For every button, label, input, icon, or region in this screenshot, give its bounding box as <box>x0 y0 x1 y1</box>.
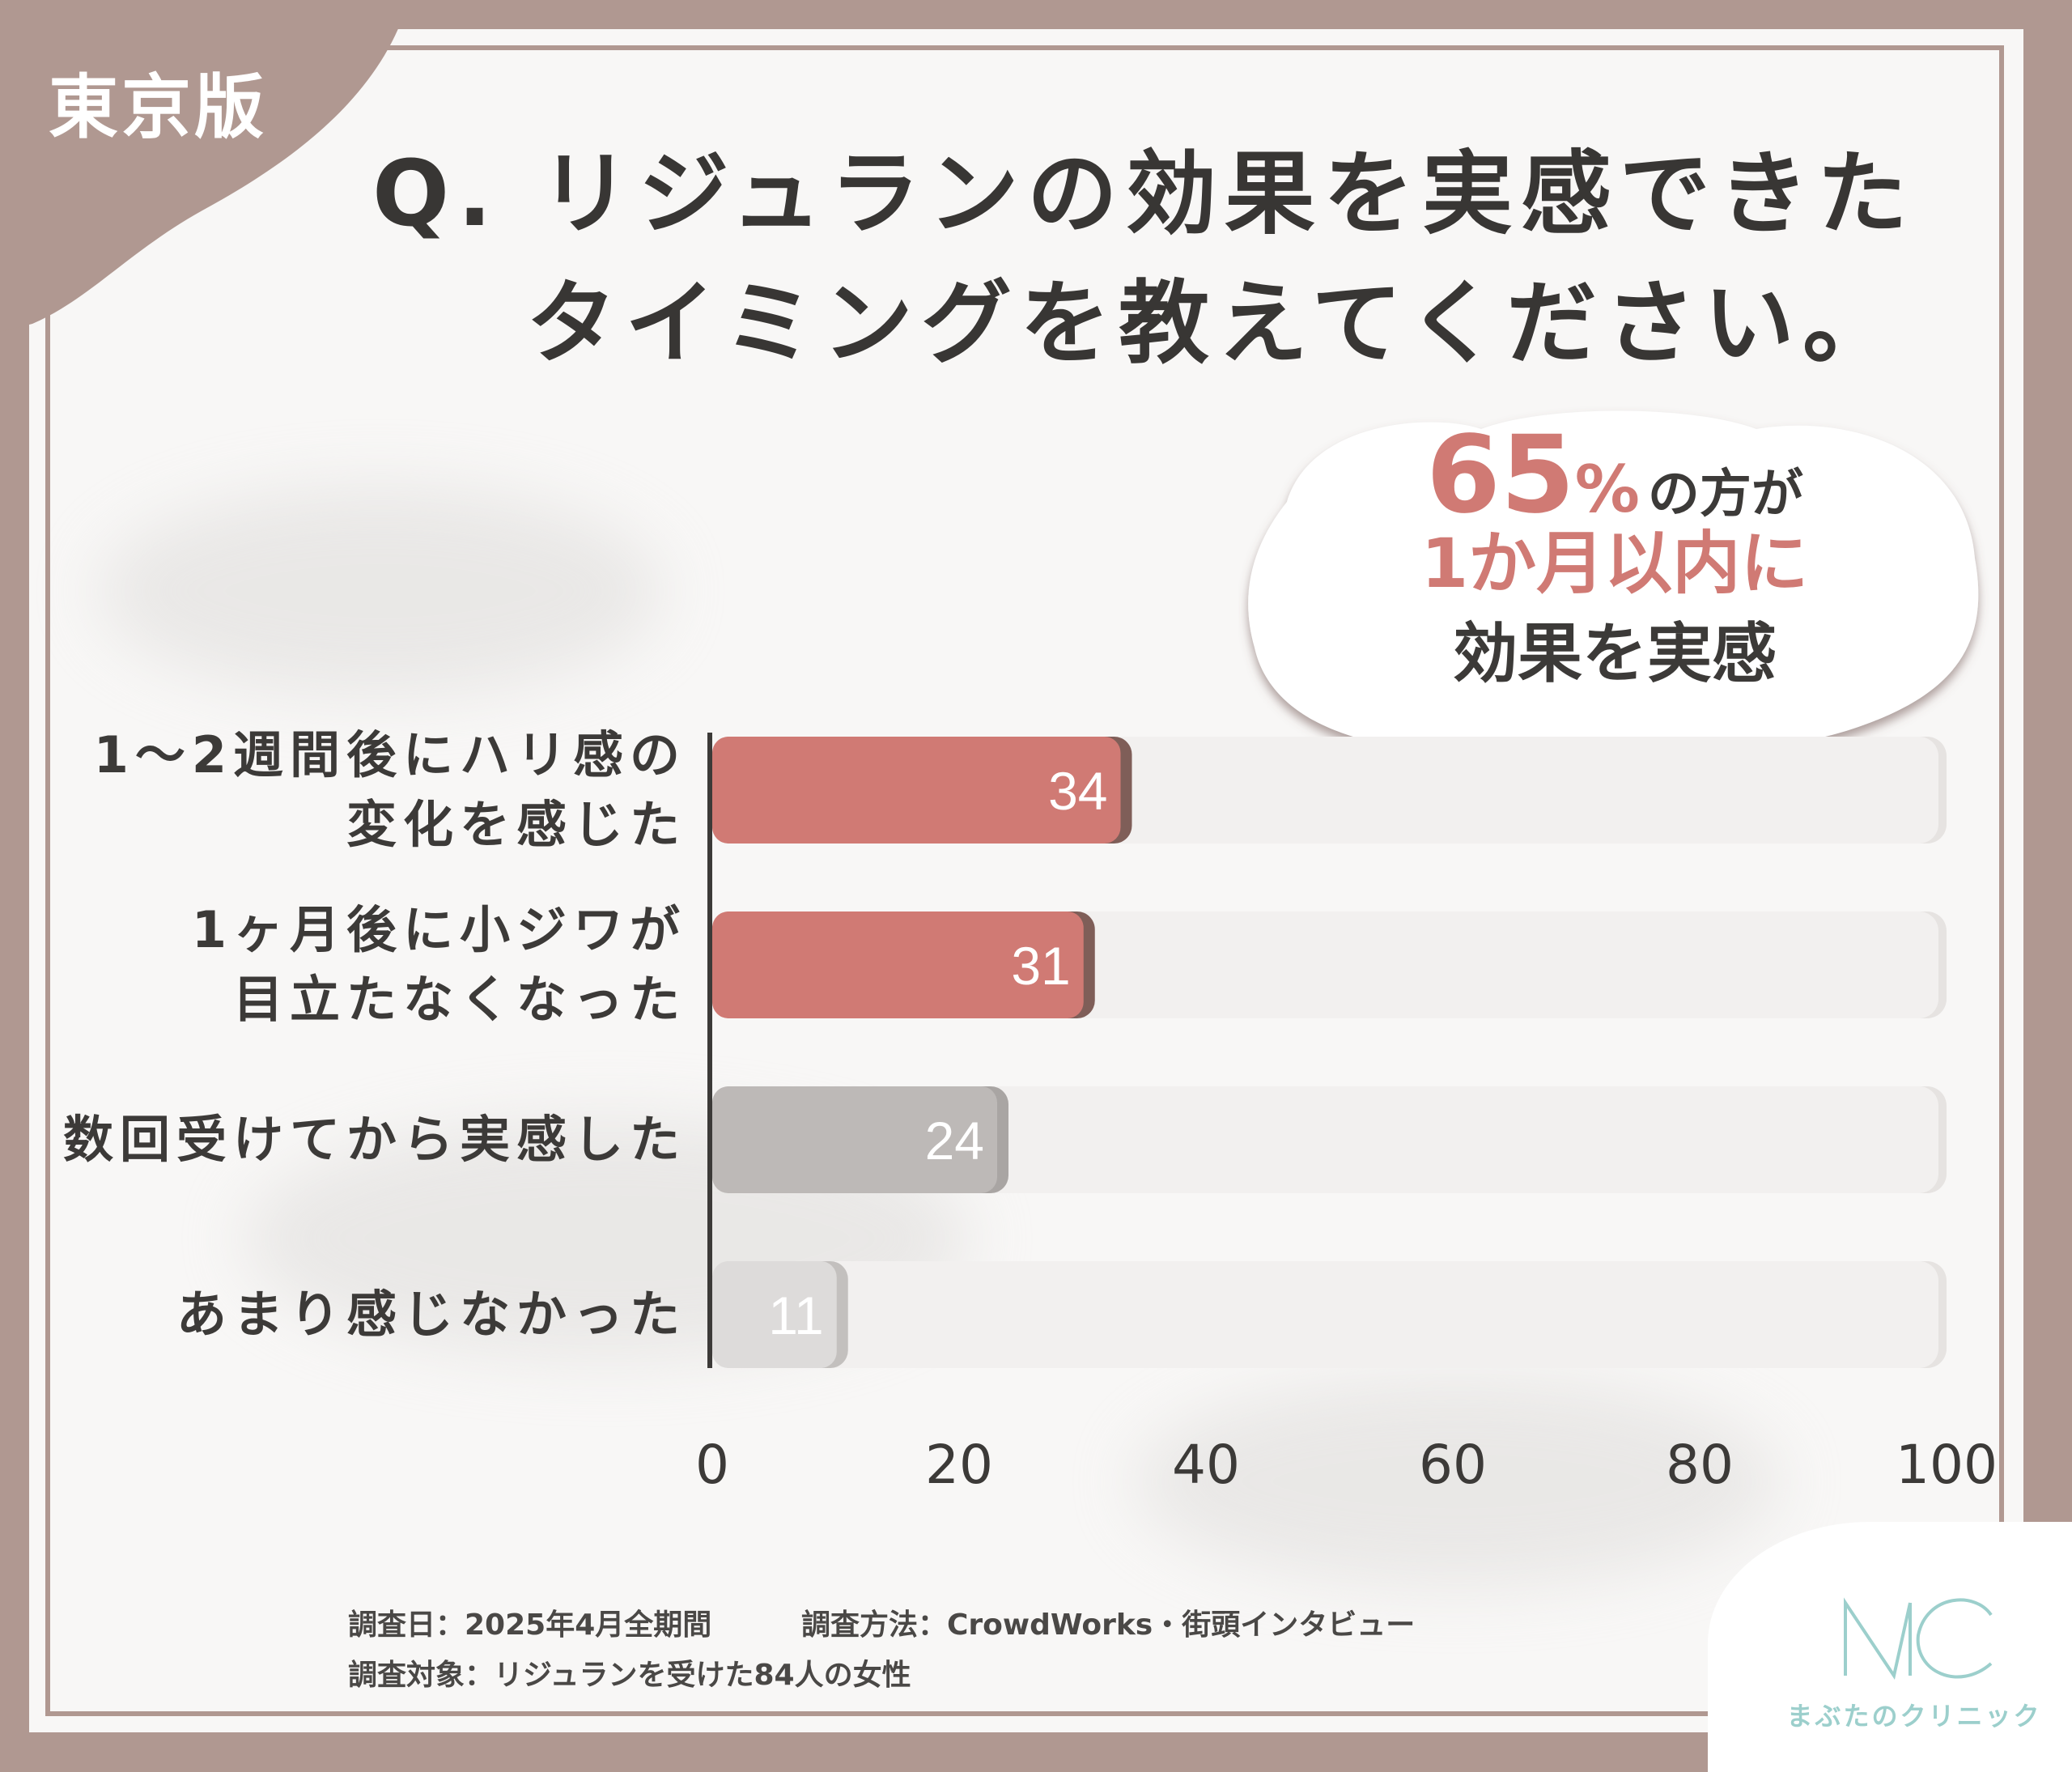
bar-track <box>712 1261 1938 1368</box>
clinic-name: まぶたのクリニック <box>1786 1701 2042 1732</box>
x-tick-label: 0 <box>695 1434 729 1496</box>
category-label: あまり感じなかった <box>176 1280 686 1349</box>
title-line-1: Q. リジュランの効果を実感できた <box>372 142 1916 247</box>
bar-4 <box>712 1261 837 1368</box>
region-tag: 東京版 <box>49 67 267 148</box>
x-tick-label: 20 <box>925 1434 993 1496</box>
survey-date: 調査日：2025年4月全期間 <box>348 1608 712 1642</box>
category-label: 1～2週間後にハリ感の変化を感じた <box>94 720 686 860</box>
background-shadow <box>1133 1376 1781 1587</box>
x-tick-label: 100 <box>1896 1434 1998 1496</box>
x-tick-label: 60 <box>1419 1434 1487 1496</box>
bar-value-label: 11 <box>768 1285 824 1345</box>
content-panel <box>29 29 2023 1732</box>
callout-line-3: 効果を実感 <box>1453 616 1777 691</box>
chart-title: Q. リジュランの効果を実感できた タイミングを教えてください。 <box>372 130 1975 389</box>
callout-line-2: 1か月以内に <box>1420 524 1809 603</box>
callout-text: 65% の方が 1か月以内に 効果を実感 <box>1263 413 1967 699</box>
x-tick-label: 40 <box>1172 1434 1240 1496</box>
title-line-2: タイミングを教えてください。 <box>526 271 1902 376</box>
bar-value-label: 31 <box>1011 936 1070 996</box>
bar-3 <box>712 1086 997 1193</box>
callout-percent-sign: % <box>1574 452 1640 527</box>
callout-line-1-rest: の方が <box>1647 465 1803 525</box>
callout-line-1: 65% の方が <box>1263 413 1967 538</box>
survey-target: 調査対象：リジュランを受けた84人の女性 <box>348 1659 911 1692</box>
category-label-line: 数回受けてから実感した <box>62 1110 686 1169</box>
bar-track <box>712 1086 1938 1193</box>
bar-1 <box>712 737 1121 844</box>
inner-border <box>45 45 2004 1716</box>
category-label-line: 目立たなくなった <box>232 970 686 1029</box>
clinic-logo-icon <box>1844 1597 1993 1681</box>
category-label-line: あまり感じなかった <box>176 1285 686 1344</box>
bar-value-label: 24 <box>925 1111 984 1171</box>
bar-2 <box>712 911 1084 1018</box>
category-label: 数回受けてから実感した <box>63 1105 686 1175</box>
category-label-line: 1～2週間後にハリ感の <box>93 725 686 784</box>
category-label-line: 変化を感じた <box>346 795 686 854</box>
category-label: 1ヶ月後に小ジワが目立たなくなった <box>192 895 686 1035</box>
background-shadow <box>97 486 664 696</box>
x-tick-label: 80 <box>1666 1434 1734 1496</box>
callout-percent-number: 65 <box>1426 413 1575 538</box>
corner-tab <box>0 0 409 332</box>
survey-method: 調査方法：CrowdWorks・街頭インタビュー <box>801 1608 1416 1642</box>
bar-value-label: 34 <box>1048 761 1107 821</box>
logo-backdrop <box>1708 1522 2072 1772</box>
category-label-line: 1ヶ月後に小ジワが <box>191 900 686 959</box>
